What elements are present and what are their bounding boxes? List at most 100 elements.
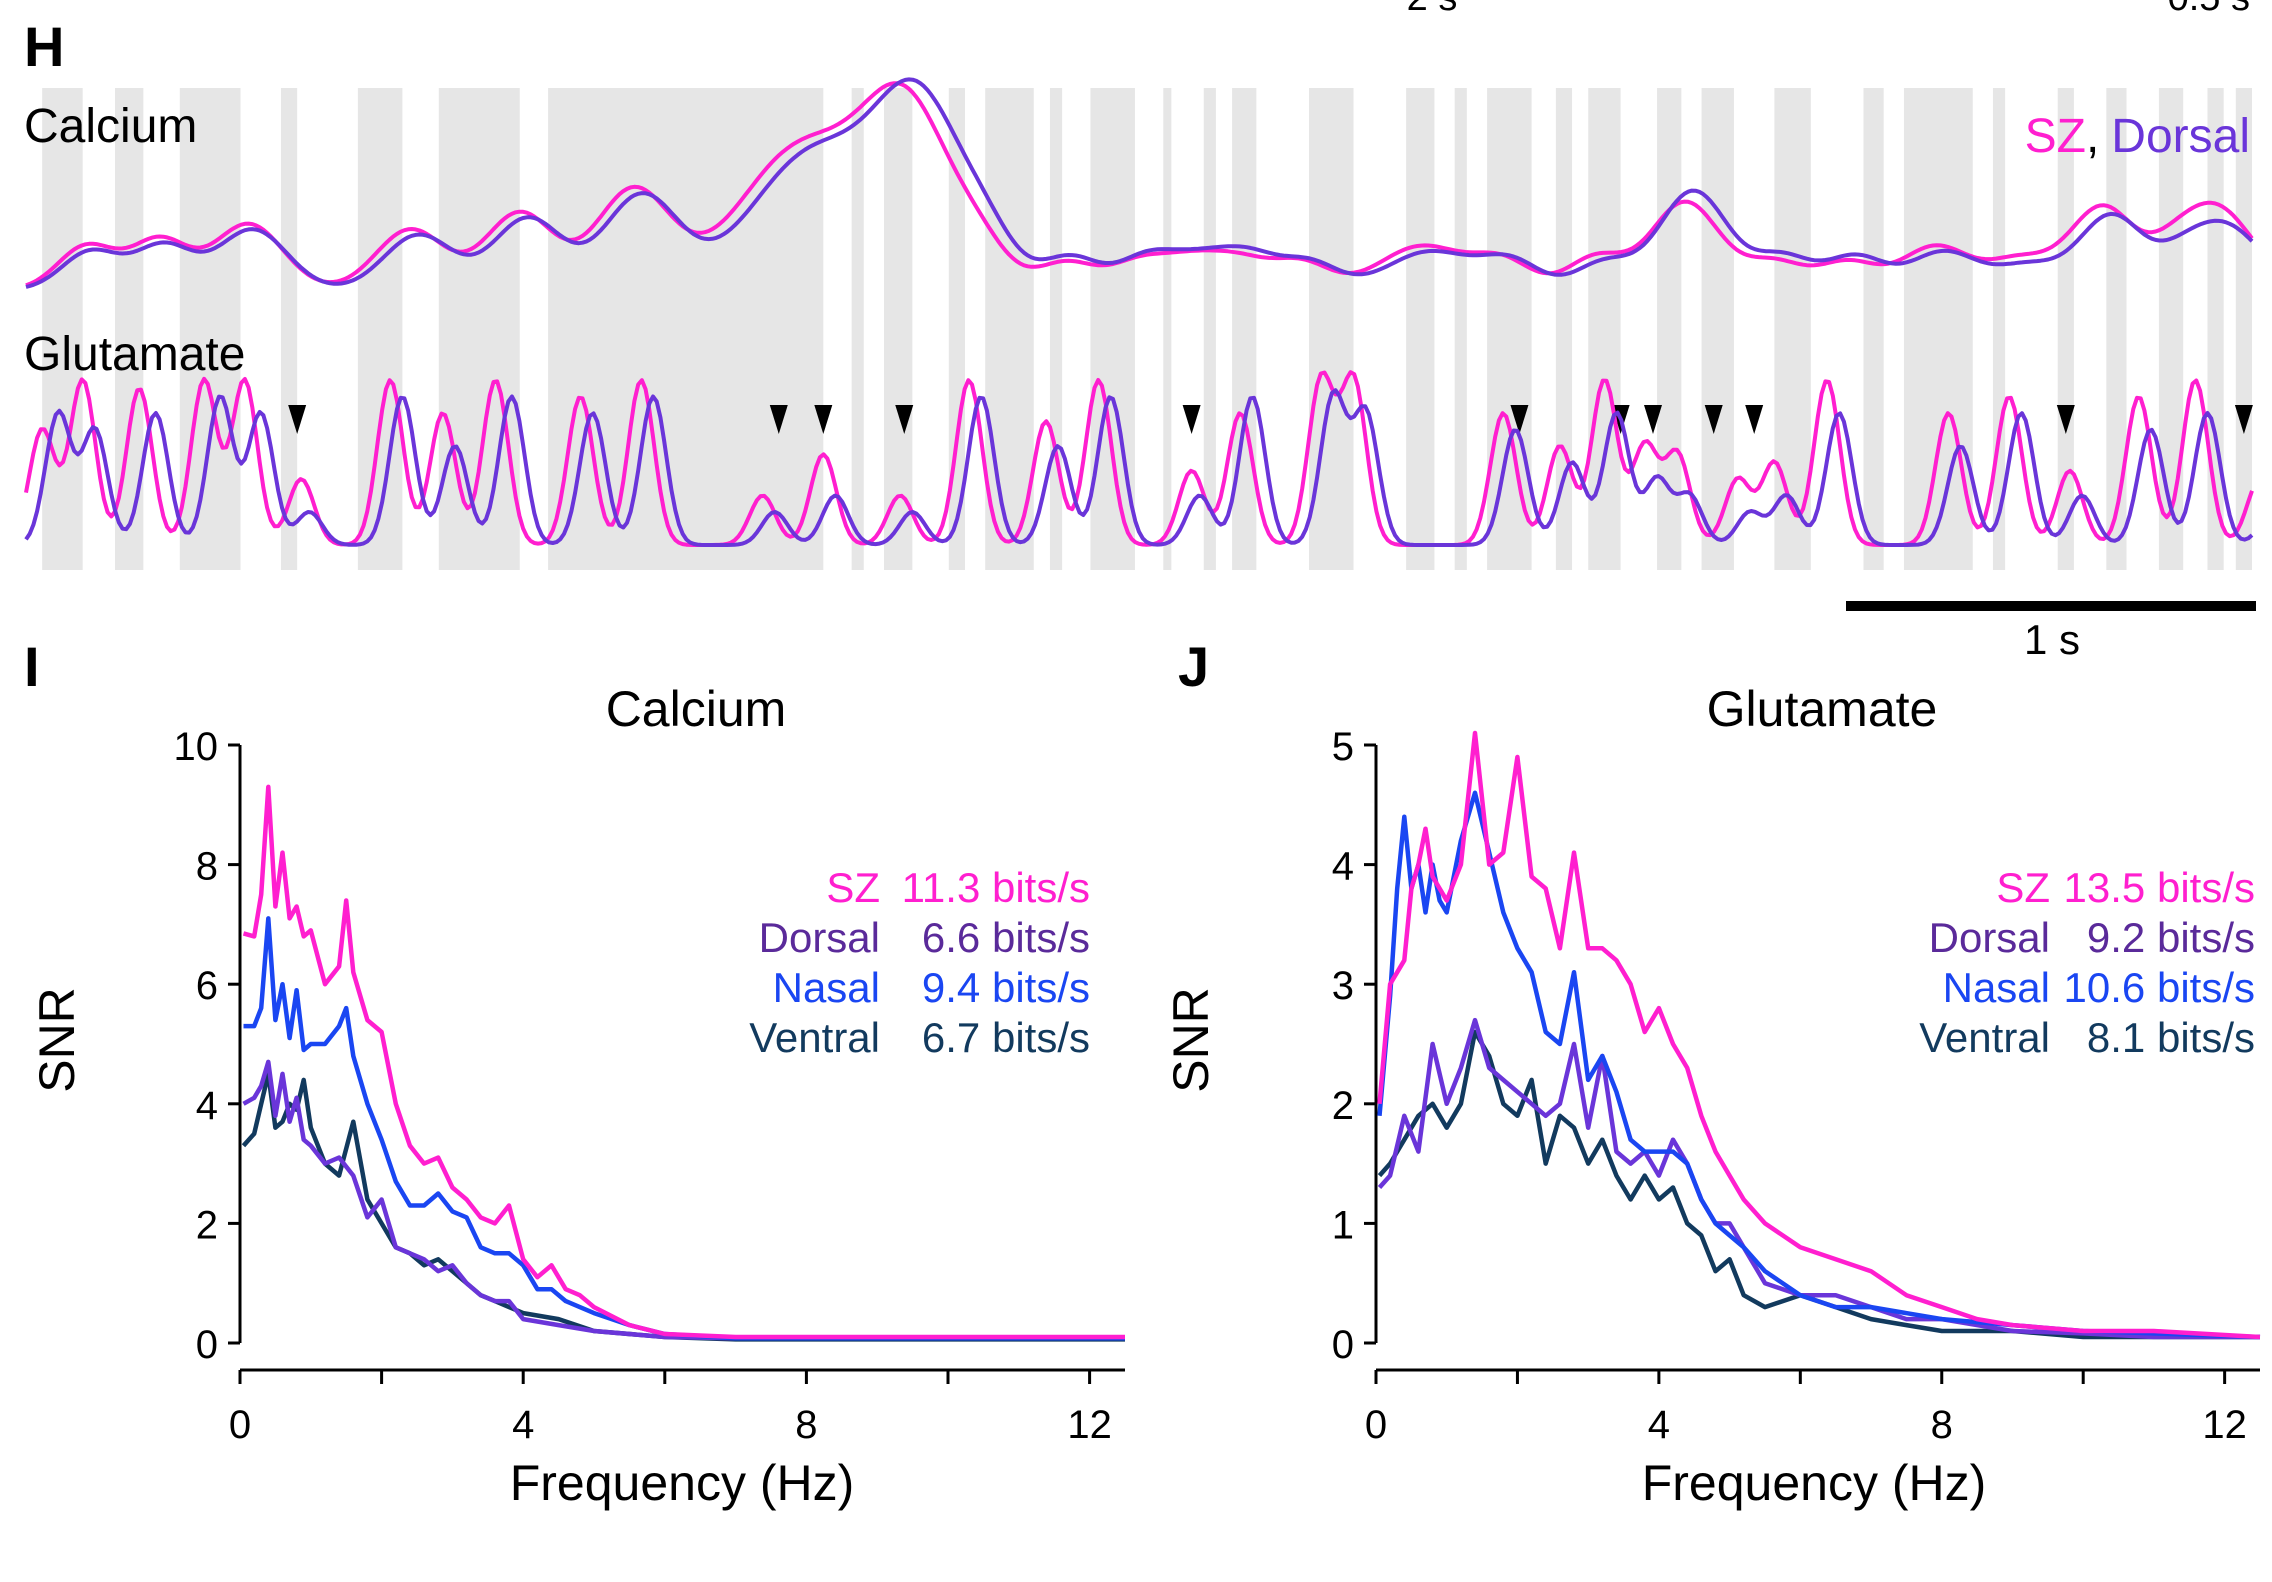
shaded-interval-17 [1406, 88, 1435, 570]
j-series-sz [1377, 730, 2261, 1340]
shaded-interval-3 [280, 88, 298, 570]
i-legend-name-nasal: Nasal [773, 964, 880, 1011]
panel-i-axes: 0 2 4 6 8 10 0 4 8 12 [174, 725, 1125, 1447]
i-xtick-label-1: 4 [512, 1403, 534, 1447]
panel-i-title: Calcium [606, 681, 787, 737]
calcium-traces [25, 77, 2254, 289]
j-legend-name-dorsal: Dorsal [1929, 914, 2050, 961]
panel-j-legend: SZ 13.5 bits/s Dorsal 9.2 bits/s Nasal 10.6 b… [1919, 864, 2255, 1061]
glutamate-trace-label: Glutamate [24, 328, 245, 381]
panel-j-xlabel: Frequency (Hz) [1642, 1455, 1987, 1511]
j-legend-name-sz: SZ [1996, 864, 2050, 911]
panel-i-letter: I [24, 635, 40, 698]
event-marker-4 [1182, 405, 1201, 434]
j-ytick-label-0: 0 [1332, 1323, 1354, 1367]
i-ytick-label-5: 10 [174, 725, 219, 769]
shaded-interval-32 [2235, 88, 2252, 570]
shaded-interval-24 [1774, 88, 1811, 570]
shaded-interval-10 [985, 88, 1034, 570]
i-legend-value-dorsal: 6.6 bits/s [922, 914, 1090, 961]
panel-j-title: Glutamate [1707, 681, 1938, 737]
panel-i-ylabel: SNR [29, 987, 85, 1093]
j-legend-value-sz: 13.5 bits/s [2064, 864, 2255, 911]
j-legend-value-dorsal: 9.2 bits/s [2087, 914, 2255, 961]
shaded-interval-8 [884, 88, 913, 570]
event-marker-1 [769, 405, 788, 434]
shaded-interval-18 [1454, 88, 1467, 570]
i-ytick-label-2: 4 [196, 1084, 218, 1128]
j-xtick-label-2: 8 [1931, 1403, 1953, 1447]
shaded-interval-13 [1163, 88, 1172, 570]
shaded-interval-22 [1657, 88, 1682, 570]
trace-legend-comma: , [2086, 110, 2099, 163]
panel-h-letter: H [24, 15, 64, 78]
event-marker-0 [288, 405, 307, 434]
i-series-sz [242, 784, 1125, 1340]
panel-i: I Calcium 0 2 4 6 8 10 0 4 8 12 SZ 11.3 bits/s Dors… [24, 635, 1125, 1511]
h-glutamate-dorsal [24, 388, 2254, 547]
i-ytick-label-1: 2 [196, 1203, 218, 1247]
i-ytick-label-0: 0 [196, 1323, 218, 1367]
shaded-interval-14 [1203, 88, 1216, 570]
panel-j-ylabel: SNR [1163, 987, 1219, 1093]
i-series-dorsal [242, 1059, 1125, 1341]
i-legend-name-sz: SZ [826, 864, 880, 911]
shaded-interval-5 [438, 88, 520, 570]
j-legend-name-ventral: Ventral [1919, 1014, 2050, 1061]
i-legend-value-nasal: 9.4 bits/s [922, 964, 1090, 1011]
shaded-interval-11 [1049, 88, 1063, 570]
panel-h: H Calcium Glutamate SZ, Dorsal 1 s [24, 15, 2256, 663]
event-marker-7 [1644, 405, 1663, 434]
panel-i-xlabel: Frequency (Hz) [510, 1455, 855, 1511]
j-ytick-label-4: 4 [1332, 845, 1354, 889]
j-legend-value-nasal: 10.6 bits/s [2064, 964, 2255, 1011]
panel-j-letter: J [1178, 635, 1209, 698]
event-marker-2 [814, 405, 833, 434]
i-xtick-label-2: 8 [795, 1403, 817, 1447]
event-marker-5 [1510, 405, 1529, 434]
shaded-interval-0 [42, 88, 83, 570]
shaded-interval-21 [1588, 88, 1621, 570]
shaded-interval-30 [2158, 88, 2184, 570]
shaded-interval-26 [1903, 88, 1973, 570]
j-xtick-label-0: 0 [1365, 1403, 1387, 1447]
j-xtick-label-3: 12 [2202, 1403, 2247, 1447]
j-ytick-label-2: 2 [1332, 1084, 1354, 1128]
top-right-partial-label: 0.5 s [2168, 0, 2250, 19]
j-ytick-label-3: 3 [1332, 964, 1354, 1008]
shaded-interval-28 [2057, 88, 2074, 570]
shaded-interval-15 [1232, 88, 1257, 570]
shaded-interval-4 [357, 88, 403, 570]
shaded-interval-9 [948, 88, 965, 570]
event-marker-3 [895, 405, 914, 434]
i-ytick-label-4: 8 [196, 845, 218, 889]
trace-legend-dorsal: Dorsal [2111, 110, 2250, 163]
j-ytick-label-5: 5 [1332, 725, 1354, 769]
shaded-interval-2 [179, 88, 241, 570]
i-xtick-label-3: 12 [1067, 1403, 1112, 1447]
scalebar-label: 1 s [2024, 616, 2080, 663]
shaded-interval-7 [851, 88, 864, 570]
j-series-dorsal [1377, 1017, 2260, 1340]
event-marker-11 [2234, 405, 2253, 434]
j-series-ventral [1377, 1029, 2260, 1340]
glutamate-traces [24, 370, 2254, 547]
top-left-partial-label: 2 s [1407, 0, 1458, 19]
j-xtick-label-1: 4 [1648, 1403, 1670, 1447]
i-legend-name-ventral: Ventral [749, 1014, 880, 1061]
j-ytick-label-1: 1 [1332, 1203, 1354, 1247]
shaded-interval-25 [1863, 88, 1884, 570]
trace-legend-sz: SZ [2025, 110, 2086, 163]
j-legend-name-nasal: Nasal [1943, 964, 2050, 1011]
event-marker-10 [2056, 405, 2075, 434]
i-ytick-label-3: 6 [196, 964, 218, 1008]
calcium-trace-label: Calcium [24, 100, 197, 153]
panel-h-shaded-intervals [42, 88, 2252, 570]
shaded-interval-6 [548, 88, 824, 570]
i-xtick-label-0: 0 [229, 1403, 251, 1447]
j-legend-value-ventral: 8.1 bits/s [2087, 1014, 2255, 1061]
i-legend-value-ventral: 6.7 bits/s [922, 1014, 1090, 1061]
